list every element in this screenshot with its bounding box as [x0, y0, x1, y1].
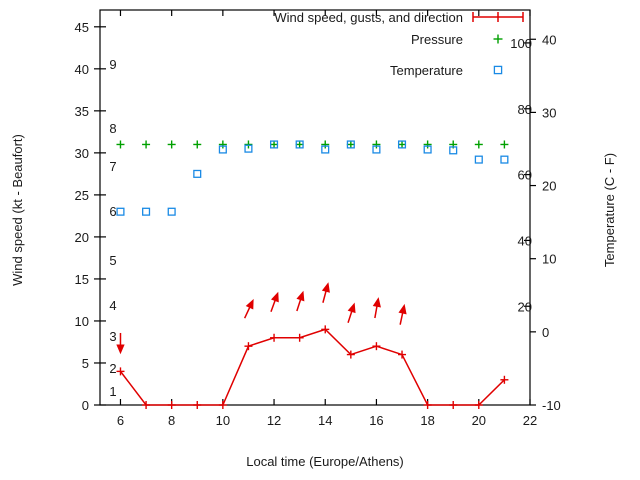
y-tick-label: 0	[82, 398, 89, 413]
legend-label-1: Wind speed, gusts, and direction	[274, 10, 463, 25]
wind-direction-arrow	[296, 290, 305, 312]
temperature-marker	[269, 140, 279, 149]
y-axis-left-ticks: 0 5 10 15 20 25 30 35 40 45	[75, 20, 106, 413]
temperature-marker	[295, 140, 304, 149]
y-tick-label: 25	[75, 188, 89, 203]
beaufort-label: 8	[109, 121, 116, 136]
arrow-head	[347, 302, 356, 314]
x-tick-label: 8	[168, 413, 175, 428]
y-tick-label: 40	[75, 62, 89, 77]
y-right-near-label: 100	[510, 36, 532, 51]
wind-direction-arrow	[347, 302, 356, 324]
plot-frame	[99, 9, 531, 406]
wind-speed-line	[119, 328, 505, 406]
y-tick-label: 35	[75, 104, 89, 119]
temperature-marker	[142, 207, 151, 216]
temperature-marker	[193, 169, 202, 178]
legend-temperature-marker	[493, 65, 503, 75]
y-axis-left-title: Wind speed (kt - Beaufort)	[10, 134, 25, 286]
y-tick-label: 10	[75, 314, 89, 329]
arrow-head	[116, 344, 125, 355]
temperature-marker	[474, 155, 483, 164]
y-right-tick-label: 0	[542, 325, 549, 340]
plot-border	[99, 9, 531, 406]
arrow-head	[245, 298, 254, 310]
x-tick-label: 18	[420, 413, 434, 428]
y-right-tick-label: 40	[542, 32, 556, 47]
y-right-tick-label: 30	[542, 105, 556, 120]
y-axis-right-title: Temperature (C - F)	[602, 153, 617, 267]
beaufort-label: 3	[109, 329, 116, 344]
wind-direction-arrow	[116, 332, 125, 355]
y-right-near-label: 20	[518, 299, 532, 314]
y-right-near-label: 40	[518, 233, 532, 248]
x-tick-label: 16	[369, 413, 383, 428]
beaufort-scale-labels: 1 2 3 4 5 6 7 8 9	[109, 57, 116, 399]
wind-direction-arrow	[398, 303, 407, 325]
beaufort-label: 2	[109, 361, 116, 376]
x-tick-label: 6	[117, 413, 124, 428]
wind-speed-series	[116, 325, 509, 409]
temperature-marker	[346, 140, 355, 149]
temperature-marker	[321, 145, 330, 154]
beaufort-label: 5	[109, 253, 116, 268]
arrow-head	[398, 303, 407, 315]
arrow-head	[372, 297, 381, 308]
arrow-head	[270, 291, 279, 303]
y-right-near-label: 80	[518, 102, 532, 117]
temperature-marker	[116, 207, 125, 216]
x-tick-label: 20	[472, 413, 486, 428]
beaufort-label: 7	[109, 159, 116, 174]
y-axis-right-far-ticks: -10 0 10 20 30 40	[530, 32, 561, 413]
beaufort-label: 9	[109, 57, 116, 72]
temperature-series	[116, 140, 509, 216]
x-tick-label: 22	[523, 413, 537, 428]
x-axis-ticks: 6 8 10 12 14 16 18 20 22	[117, 10, 537, 428]
wind-direction-arrows	[116, 282, 407, 355]
pressure-series	[116, 140, 509, 149]
arrow-head	[321, 282, 330, 293]
temperature-marker	[500, 155, 509, 164]
y-tick-label: 20	[75, 230, 89, 245]
beaufort-label: 1	[109, 384, 116, 399]
y-right-tick-label: 20	[542, 179, 556, 194]
arrow-head	[296, 290, 305, 302]
y-right-tick-label: -10	[542, 398, 561, 413]
temperature-marker	[423, 145, 432, 154]
wind-direction-arrow	[321, 282, 330, 303]
x-tick-label: 14	[318, 413, 332, 428]
legend-label-2: Pressure	[411, 32, 463, 47]
x-tick-label: 10	[216, 413, 230, 428]
temperature-marker	[167, 207, 176, 216]
x-axis-title: Local time (Europe/Athens)	[246, 454, 404, 469]
legend: Wind speed, gusts, and direction Pressure…	[274, 10, 524, 78]
wind-direction-arrow	[270, 291, 279, 313]
legend-label-3: Temperature	[390, 63, 463, 78]
temperature-marker	[449, 146, 458, 155]
wind-direction-arrow	[372, 297, 381, 319]
y-right-near-label: 60	[518, 168, 532, 183]
y-right-tick-label: 10	[542, 252, 556, 267]
wind-direction-arrow	[243, 298, 254, 319]
beaufort-label: 4	[109, 298, 116, 313]
y-tick-label: 30	[75, 146, 89, 161]
temperature-marker	[397, 140, 407, 149]
temperature-marker	[218, 145, 227, 154]
y-tick-label: 5	[82, 356, 89, 371]
y-tick-label: 45	[75, 20, 89, 35]
temperature-marker	[244, 144, 253, 153]
y-axis-right-near-ticks: 20 40 60 80 100	[510, 36, 532, 314]
beaufort-label: 6	[109, 204, 116, 219]
y-tick-label: 15	[75, 272, 89, 287]
temperature-marker	[372, 145, 381, 154]
x-tick-label: 12	[267, 413, 281, 428]
